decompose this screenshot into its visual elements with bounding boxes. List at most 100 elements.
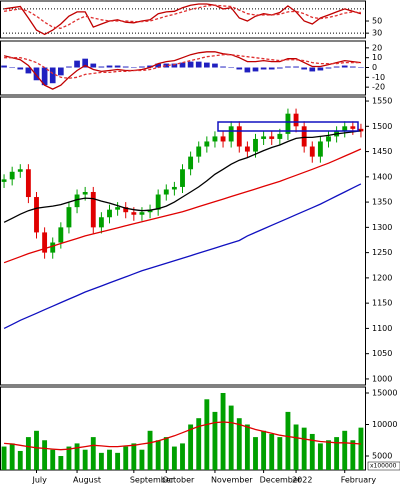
x-tick-label: 2022 [292,476,312,485]
volume-unit: x100000 [370,463,397,470]
candle-body [204,141,210,147]
candle-body [285,113,291,134]
hist-bar [358,67,364,69]
hist-bar [163,63,170,68]
hist-bar [212,63,218,68]
y-tick-label: -20 [372,83,385,92]
volume-bar [107,449,112,470]
candle-body [180,169,185,187]
y-tick-label: 1350 [372,198,392,207]
hist-bar [220,66,226,68]
hist-bar [285,66,291,68]
y-tick-label: 10000 [372,420,397,429]
volume-bar [334,437,340,470]
candle-body [115,207,121,210]
candle-body [155,194,161,210]
candle-body [50,242,56,253]
volume-bar [98,452,104,470]
y-tick-label: 1050 [372,349,392,358]
candle-body [293,113,299,127]
hist-bar [333,66,340,68]
line-series [3,130,361,223]
volume-bar [25,437,31,470]
candle-body [58,227,64,243]
candle-body [123,207,129,213]
panel-frame [0,96,366,386]
hist-bar [244,67,251,73]
candle-body [212,136,218,142]
candle-body [66,207,72,228]
hist-bar [155,63,162,68]
candle-body [34,197,39,233]
y-tick-label: 20 [372,43,382,52]
volume-bar [204,399,210,470]
hist-bar [57,67,64,76]
hist-bar [268,67,275,70]
volume-bar [9,443,15,470]
y-tick-label: 10 [372,53,382,62]
candle-body [163,189,169,195]
volume-bar [115,452,121,470]
volume-bar [358,427,364,470]
candle-body [326,136,331,142]
candle-body [228,126,234,142]
y-tick-label: 1000 [372,374,392,383]
hist-bar [49,67,56,84]
hist-bar [195,61,202,68]
hist-bar [309,67,316,72]
hist-bar [9,67,16,69]
volume-bar [90,437,96,470]
y-tick-label: 1150 [372,299,392,308]
volume-bar [66,446,72,470]
candle-body [171,186,177,190]
volume-bar [342,430,348,470]
x-tick-label: November [211,476,253,485]
volume-bar [180,443,185,470]
hist-bar [317,67,324,71]
volume-bar [350,440,356,470]
candle-body [98,217,104,228]
hist-bar [203,62,210,68]
candle-body [269,136,275,139]
x-tick-label: October [162,476,195,485]
hist-bar [1,65,7,68]
volume-bar [123,446,129,470]
hist-bar [41,67,48,86]
hist-bar [139,66,145,68]
volume-bar [131,443,137,470]
line-series [4,3,362,36]
volume-bar [261,430,267,470]
candle-body [131,212,137,215]
y-tick-label: 15000 [372,388,397,397]
volume-bar [317,443,323,470]
candle-body [253,138,258,152]
line-series [3,148,362,264]
hist-bar [349,66,356,68]
hist-bar [17,67,24,70]
candle-body [220,136,226,142]
candle-body [82,191,88,195]
volume-bar [285,411,291,470]
hist-bar [341,65,348,68]
candle-body [301,126,307,147]
x-tick-label: February [341,476,377,485]
hist-bar [293,66,299,68]
y-tick-label: 1500 [372,122,392,131]
y-tick-label: 1550 [372,97,392,106]
candle-body [317,141,323,157]
y-tick-label: 1300 [372,223,392,232]
candle-body [9,171,15,180]
candle-body [196,146,202,157]
volume-bar [212,411,218,470]
y-tick-label: 1250 [372,248,392,257]
candle-body [42,232,48,253]
candle-body [342,126,348,132]
volume-bar [236,418,242,470]
hist-bar [325,67,332,69]
hist-bar [187,61,194,68]
candle-body [1,179,7,182]
volume-bar [74,443,80,470]
volume-bar [228,405,234,470]
hist-bar [90,63,97,68]
